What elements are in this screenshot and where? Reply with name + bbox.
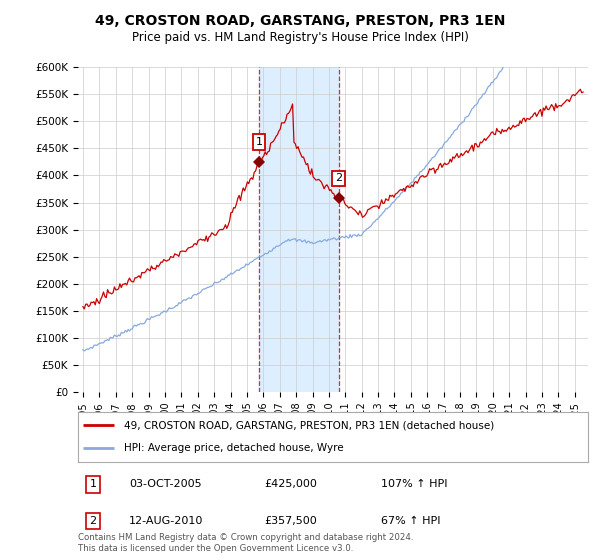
Text: 49, CROSTON ROAD, GARSTANG, PRESTON, PR3 1EN (detached house): 49, CROSTON ROAD, GARSTANG, PRESTON, PR3… <box>124 420 494 430</box>
Text: 2: 2 <box>89 516 97 526</box>
Text: £425,000: £425,000 <box>264 479 317 489</box>
Text: 03-OCT-2005: 03-OCT-2005 <box>129 479 202 489</box>
Text: 12-AUG-2010: 12-AUG-2010 <box>129 516 203 526</box>
Bar <box>259 67 339 392</box>
Text: Price paid vs. HM Land Registry's House Price Index (HPI): Price paid vs. HM Land Registry's House … <box>131 31 469 44</box>
Text: 107% ↑ HPI: 107% ↑ HPI <box>381 479 448 489</box>
Text: 67% ↑ HPI: 67% ↑ HPI <box>381 516 440 526</box>
Text: £357,500: £357,500 <box>264 516 317 526</box>
Text: Contains HM Land Registry data © Crown copyright and database right 2024.
This d: Contains HM Land Registry data © Crown c… <box>78 533 413 553</box>
Text: HPI: Average price, detached house, Wyre: HPI: Average price, detached house, Wyre <box>124 444 344 454</box>
Text: 2: 2 <box>335 173 343 183</box>
Text: 1: 1 <box>256 137 263 147</box>
Text: 49, CROSTON ROAD, GARSTANG, PRESTON, PR3 1EN: 49, CROSTON ROAD, GARSTANG, PRESTON, PR3… <box>95 14 505 28</box>
Text: 1: 1 <box>89 479 97 489</box>
